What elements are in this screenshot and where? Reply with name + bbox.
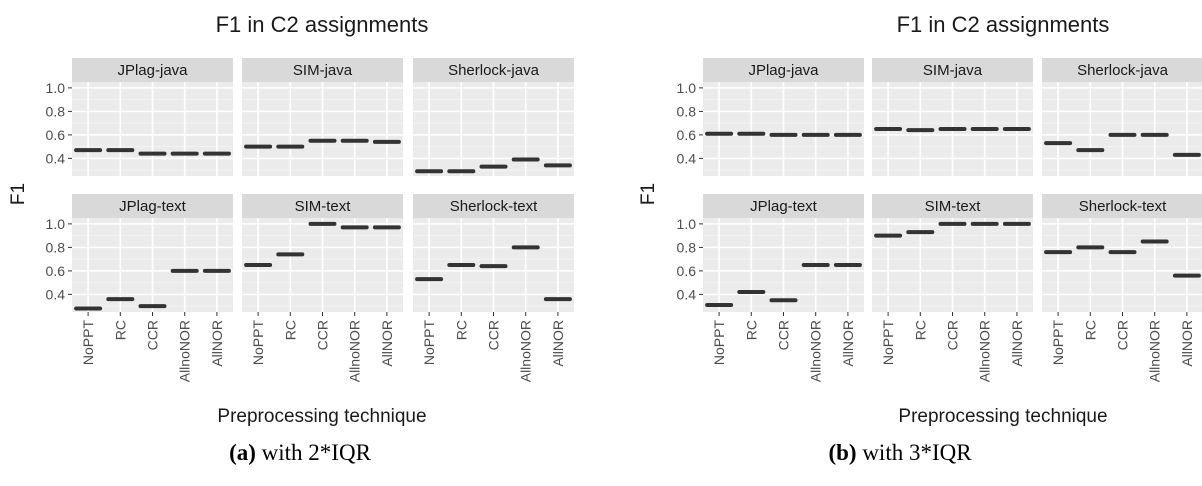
facet-strip [413, 58, 574, 82]
facet-label: Sherlock-java [448, 62, 540, 79]
y-tick-label: 0.6 [46, 263, 66, 279]
facet-label: Sherlock-java [1077, 62, 1169, 79]
y-tick-label: 0.4 [677, 150, 697, 166]
x-tick-label: CCR [1115, 320, 1131, 350]
facet-strip [872, 194, 1033, 218]
facet-strip [413, 194, 574, 218]
y-tick-label: 0.8 [677, 103, 697, 119]
x-tick-label: RC [1082, 320, 1098, 340]
facet-label: Sherlock-text [1079, 198, 1167, 215]
y-axis-title: F1 [638, 183, 659, 205]
facet-strip [242, 194, 403, 218]
x-tick-label: RC [112, 320, 128, 340]
x-tick-label: RC [282, 320, 298, 340]
facet-strip [703, 58, 864, 82]
facet-jplag-java: JPlag-java 0.4 0.6 0.8 1.0 [677, 58, 864, 176]
facet-sherlock-text: Sherlock-text NoPPT RC CCR AllnoNOR AllNOR [413, 194, 574, 382]
y-tick-label: 0.4 [46, 286, 66, 302]
facet-strip [72, 194, 233, 218]
x-tick-label: AllNOR [1009, 320, 1025, 367]
facet-sherlock-java: Sherlock-java [413, 58, 574, 176]
facet-label: SIM-java [923, 62, 983, 79]
y-tick-label: 0.6 [46, 127, 66, 143]
x-tick-label: AllnoNOR [1147, 320, 1163, 382]
facet-jplag-text: JPlag-text 0.4 0.6 0.8 1.0 NoPPT RC CCR AllnoNOR… [46, 194, 233, 382]
facet-strip [703, 194, 864, 218]
y-tick-label: 1.0 [46, 216, 66, 232]
x-tick-label: NoPPT [711, 320, 727, 366]
x-tick-label: AllNOR [379, 320, 395, 367]
x-tick-label: AllnoNOR [177, 320, 193, 382]
x-tick-label: CCR [315, 320, 331, 350]
facet-label: JPlag-java [117, 62, 188, 79]
x-tick-label: AllnoNOR [977, 320, 993, 382]
y-axis-title: F1 [8, 183, 29, 205]
x-tick-label: RC [912, 320, 928, 340]
facet-strip [1042, 58, 1202, 82]
facet-label: SIM-text [295, 198, 352, 215]
y-tick-label: 0.8 [46, 239, 66, 255]
chart-title: F1 in C2 assignments [216, 12, 429, 37]
facet-strip [872, 58, 1033, 82]
caption-b-label: (b) [828, 440, 857, 465]
x-tick-label: RC [743, 320, 759, 340]
caption-a-text: with 2*IQR [255, 440, 371, 465]
facet-sim-text: SIM-text NoPPT RC CCR AllnoNOR AllNOR [872, 194, 1033, 382]
facet-sherlock-text: Sherlock-text NoPPT RC CCR AllnoNOR AllNOR [1042, 194, 1202, 382]
y-tick-label: 0.8 [677, 239, 697, 255]
caption-a: (a) with 2*IQR [20, 440, 580, 466]
facet-jplag-java: JPlag-java 0.4 0.6 0.8 1.0 [46, 58, 233, 176]
chart-b: F1 in C2 assignments JPlag-java 0.4 0.6 0.8 1… [638, 12, 1202, 427]
x-tick-label: AllNOR [840, 320, 856, 367]
x-tick-label: CCR [776, 320, 792, 350]
x-axis-title: Preprocessing technique [898, 406, 1107, 427]
facet-label: JPlag-java [748, 62, 819, 79]
facet-label: Sherlock-text [450, 198, 538, 215]
chart-a: F1 in C2 assignments JPlag-java 0.4 0.6 0.8 1… [8, 12, 574, 427]
y-tick-label: 0.8 [46, 103, 66, 119]
y-tick-label: 1.0 [677, 80, 697, 96]
facet-sim-java: SIM-java [242, 58, 403, 176]
facet-sim-java: SIM-java [872, 58, 1033, 176]
x-tick-label: CCR [486, 320, 502, 350]
x-tick-label: AllNOR [550, 320, 566, 367]
facet-sim-text: SIM-text NoPPT RC CCR AllnoNOR AllNOR [242, 194, 403, 382]
y-tick-label: 0.6 [677, 263, 697, 279]
facet-label: SIM-text [925, 198, 982, 215]
facet-jplag-text: JPlag-text 0.4 0.6 0.8 1.0 NoPPT RC CCR AllnoNOR… [677, 194, 864, 382]
chart-title: F1 in C2 assignments [897, 12, 1110, 37]
x-tick-label: NoPPT [421, 320, 437, 366]
caption-a-label: (a) [229, 440, 256, 465]
facet-label: JPlag-text [119, 198, 187, 215]
facet-sherlock-java: Sherlock-java [1042, 58, 1202, 176]
facet-label: SIM-java [293, 62, 353, 79]
x-tick-label: AllNOR [1179, 320, 1195, 367]
x-tick-label: CCR [145, 320, 161, 350]
x-tick-label: AllNOR [209, 320, 225, 367]
y-tick-label: 0.4 [46, 150, 66, 166]
x-tick-label: AllnoNOR [347, 320, 363, 382]
facet-label: JPlag-text [750, 198, 818, 215]
x-tick-label: RC [453, 320, 469, 340]
x-tick-label: CCR [945, 320, 961, 350]
x-axis-title: Preprocessing technique [217, 406, 426, 427]
facet-strip [242, 58, 403, 82]
y-tick-label: 0.4 [677, 286, 697, 302]
x-tick-label: NoPPT [1050, 320, 1066, 366]
caption-b-text: with 3*IQR [856, 440, 972, 465]
y-tick-label: 0.6 [677, 127, 697, 143]
x-tick-label: NoPPT [880, 320, 896, 366]
x-tick-label: NoPPT [250, 320, 266, 366]
x-tick-label: NoPPT [80, 320, 96, 366]
y-tick-label: 1.0 [46, 80, 66, 96]
facet-strip [1042, 194, 1202, 218]
x-tick-label: AllnoNOR [808, 320, 824, 382]
caption-b: (b) with 3*IQR [620, 440, 1180, 466]
facet-strip [72, 58, 233, 82]
x-tick-label: AllnoNOR [518, 320, 534, 382]
y-tick-label: 1.0 [677, 216, 697, 232]
